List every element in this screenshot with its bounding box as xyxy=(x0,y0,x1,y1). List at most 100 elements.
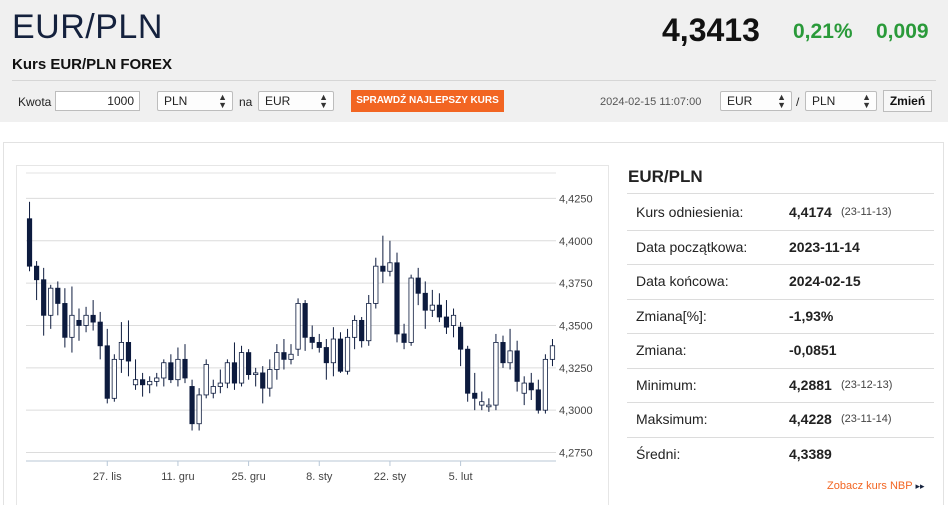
candle-body xyxy=(41,279,47,316)
stats-row: Maksimum: 4,4228 (23-11-14) xyxy=(627,402,934,436)
candle-body xyxy=(302,303,308,338)
candle-body xyxy=(288,353,294,360)
y-tick-label: 4,3000 xyxy=(559,405,593,417)
pair-separator: / xyxy=(796,95,800,109)
row-divider xyxy=(627,333,934,334)
stats-row-date: (23-11-13) xyxy=(841,206,892,218)
to-currency-value: EUR xyxy=(265,94,291,108)
change-pair-button[interactable]: Zmień xyxy=(883,90,932,112)
from-currency-value: PLN xyxy=(164,94,188,108)
row-divider xyxy=(627,402,934,403)
candle-body xyxy=(387,262,393,272)
candle-body xyxy=(436,304,442,318)
best-rate-button[interactable]: SPRAWDŹ NAJLEPSZY KURS xyxy=(351,90,504,112)
candle-body xyxy=(132,379,139,386)
y-tick-label: 4,2750 xyxy=(559,448,593,460)
candle-body xyxy=(458,326,464,350)
candle-body xyxy=(486,404,492,408)
candle-body xyxy=(415,277,421,294)
candle-body xyxy=(408,277,414,343)
from-currency-select[interactable]: PLN ▲ ▼ xyxy=(157,91,233,111)
stats-row: Zmiana[%]: -1,93% xyxy=(627,299,934,333)
candle-body xyxy=(210,386,216,394)
candle-body xyxy=(231,362,238,384)
candle-body xyxy=(450,314,457,326)
candle-body xyxy=(203,364,209,396)
select-arrows-icon: ▲ ▼ xyxy=(862,92,871,110)
candle-body xyxy=(55,287,61,304)
candle-body xyxy=(274,352,280,370)
quote-currency-value: PLN xyxy=(812,94,836,108)
candle-body xyxy=(267,369,273,389)
candle-body xyxy=(465,348,471,394)
candle-body xyxy=(168,362,174,381)
candle-body xyxy=(154,377,160,382)
y-tick-label: 4,3500 xyxy=(559,320,593,332)
candle-body xyxy=(246,352,252,376)
candle-body xyxy=(535,389,541,411)
x-tick-label: 25. gru xyxy=(231,471,265,483)
candle-body xyxy=(196,394,202,425)
candle-body xyxy=(238,352,245,384)
stats-row: Data początkowa: 2023-11-14 xyxy=(627,230,934,264)
stats-row-label: Zmiana[%]: xyxy=(636,307,707,324)
base-currency-select[interactable]: EUR ▲ ▼ xyxy=(720,91,792,111)
amount-label: Kwota xyxy=(18,95,52,109)
candle-body xyxy=(189,386,195,425)
candle-body xyxy=(316,342,322,348)
candle-body xyxy=(90,314,96,323)
stats-row-value: 4,4174 xyxy=(789,204,832,220)
candle-body xyxy=(69,314,75,338)
candle-body xyxy=(83,314,89,326)
row-divider xyxy=(627,367,934,369)
stats-row: Minimum: 4,2881 (23-12-13) xyxy=(627,368,934,402)
candle-body xyxy=(309,336,315,343)
candle-body xyxy=(352,319,358,338)
row-divider xyxy=(627,436,934,438)
double-arrow-icon: ▸▸ xyxy=(915,481,925,491)
row-divider xyxy=(627,264,934,265)
row-divider xyxy=(627,229,934,231)
to-currency-select[interactable]: EUR ▲ ▼ xyxy=(258,91,334,111)
change-percent: 0,21% xyxy=(793,20,853,43)
select-arrows-icon: ▲ ▼ xyxy=(218,92,227,110)
chart-frame xyxy=(16,165,609,505)
stats-row-value: -0,0851 xyxy=(789,342,837,358)
candle-body xyxy=(62,303,68,338)
candle-body xyxy=(97,321,103,347)
stats-row-label: Kurs odniesienia: xyxy=(636,204,744,220)
amount-input[interactable] xyxy=(55,91,140,111)
candle-body xyxy=(380,265,386,272)
candle-body xyxy=(443,316,450,328)
candle-body xyxy=(359,319,365,342)
candle-body xyxy=(295,303,301,350)
candle-body xyxy=(401,333,407,343)
candle-body xyxy=(182,358,188,379)
stats-row-label: Średni: xyxy=(636,445,681,462)
stats-row-date: (23-12-13) xyxy=(841,378,893,391)
candle-body xyxy=(330,338,336,364)
candle-body xyxy=(260,372,266,389)
stats-row: Kurs odniesienia: 4,4174 (23-11-13) xyxy=(627,195,934,229)
candle-body xyxy=(549,345,556,360)
candle-body xyxy=(422,292,428,311)
panel-divider xyxy=(627,193,934,194)
candle-body xyxy=(111,358,117,399)
quote-currency-select[interactable]: PLN ▲ ▼ xyxy=(805,91,877,111)
nbp-rate-link[interactable]: Zobacz kurs NBP ▸▸ xyxy=(827,480,925,492)
candle-body xyxy=(125,342,132,362)
panel-title: EUR/PLN xyxy=(628,167,703,186)
x-tick-label: 11. gru xyxy=(161,471,194,483)
candle-body xyxy=(161,362,167,379)
x-tick-label: 22. sty xyxy=(374,471,407,483)
rate-datetime: 2024-02-15 11:07:00 xyxy=(600,96,702,108)
candle-body xyxy=(281,352,287,360)
candle-body xyxy=(373,265,379,304)
candle-body xyxy=(104,345,110,399)
candle-body xyxy=(500,342,506,364)
candle-body xyxy=(224,362,230,384)
candle-body xyxy=(34,265,40,281)
candle-body xyxy=(366,303,372,342)
stats-row-value: 4,4228 xyxy=(789,411,832,427)
candle-body xyxy=(479,401,485,406)
